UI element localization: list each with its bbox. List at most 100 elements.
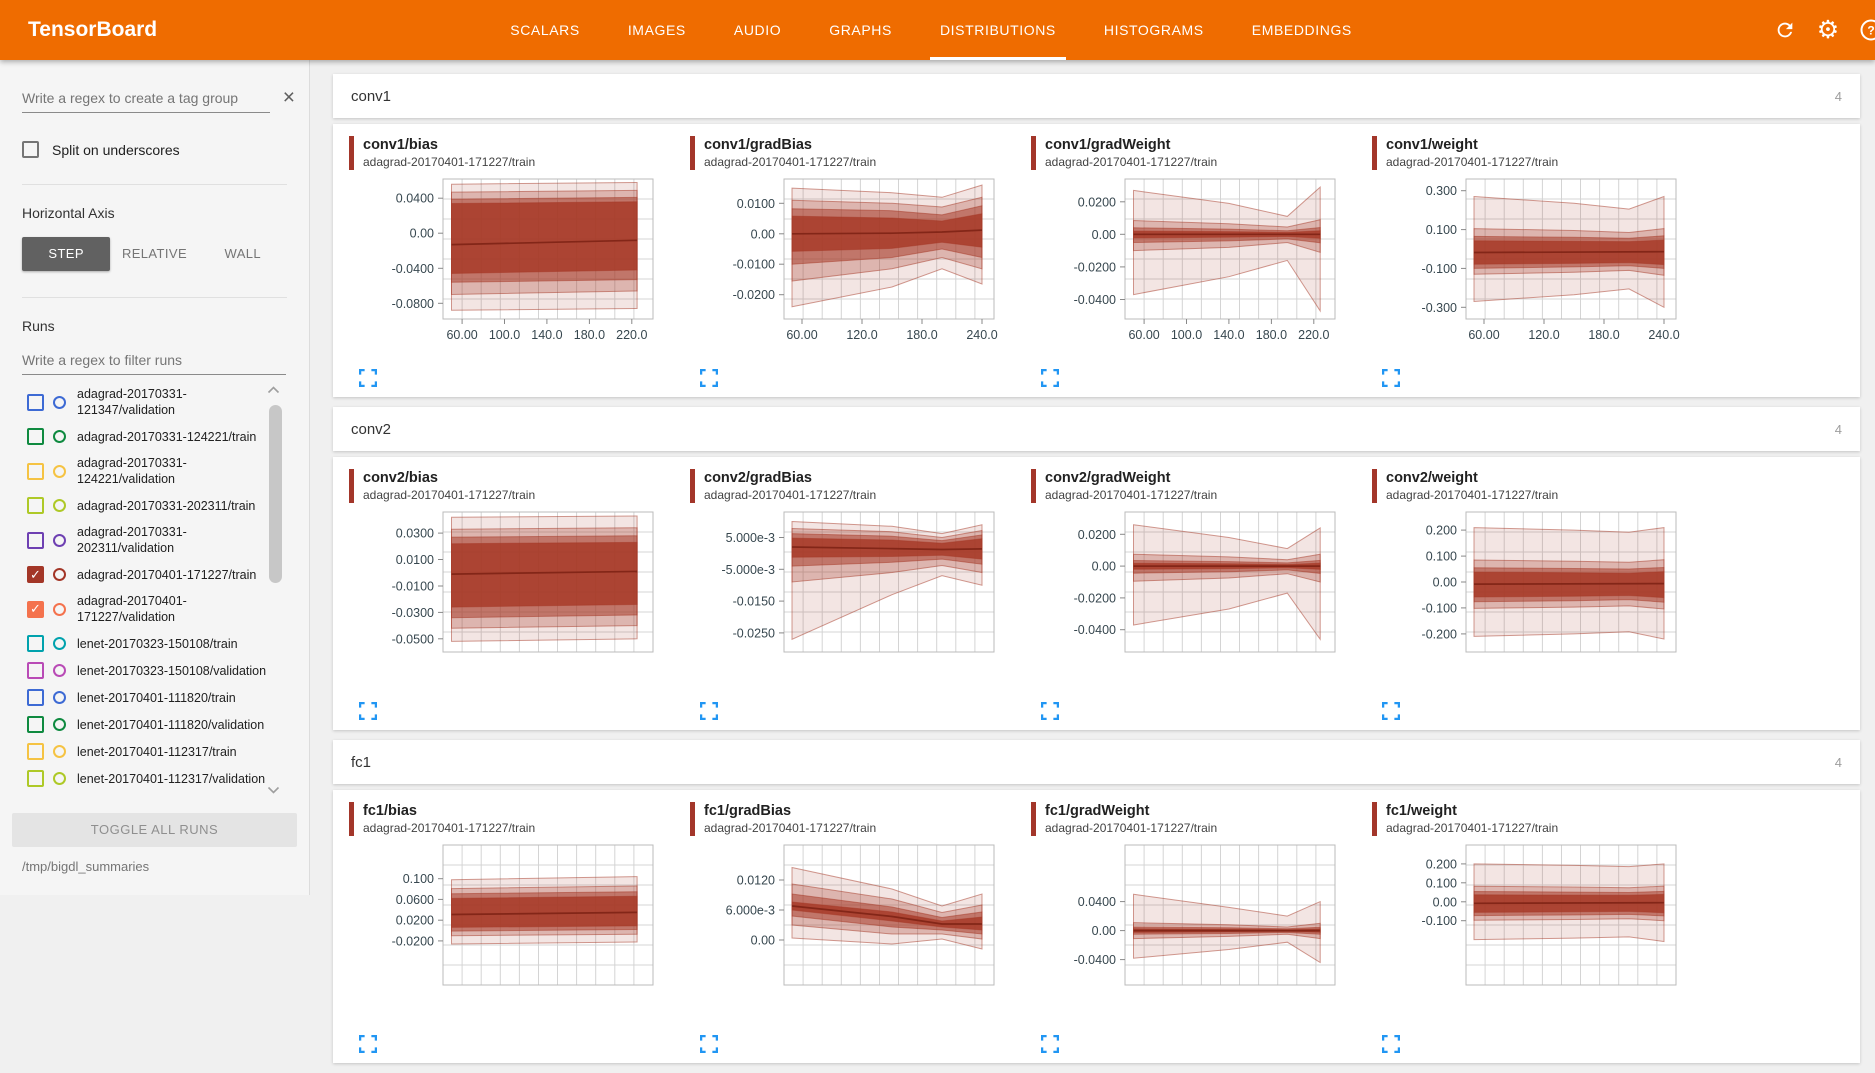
run-checkbox[interactable]	[27, 770, 44, 787]
run-checkbox[interactable]	[27, 497, 44, 514]
app-title[interactable]: TensorBoard	[28, 18, 157, 42]
run-row[interactable]: ✓adagrad-20170401-171227/validation	[22, 588, 287, 630]
run-checkbox[interactable]	[27, 689, 44, 706]
tab-scalars[interactable]: SCALARS	[510, 0, 580, 60]
tab-distributions[interactable]: DISTRIBUTIONS	[940, 0, 1056, 60]
run-checkbox[interactable]	[27, 428, 44, 445]
run-checkbox[interactable]	[27, 716, 44, 733]
axis-mode-wall[interactable]: WALL	[199, 237, 287, 271]
run-row[interactable]: lenet-20170401-111820/train	[22, 684, 287, 711]
run-checkbox[interactable]	[27, 532, 44, 549]
run-color-circle[interactable]	[53, 603, 66, 616]
expand-chart-button[interactable]	[700, 702, 718, 720]
run-row[interactable]: lenet-20170323-150108/validation	[22, 657, 287, 684]
runs-regex-input[interactable]	[22, 348, 286, 375]
run-color-circle[interactable]	[53, 534, 66, 547]
tab-audio[interactable]: AUDIO	[734, 0, 781, 60]
expand-icon[interactable]	[700, 1035, 718, 1053]
expand-icon[interactable]	[700, 702, 718, 720]
split-underscores-checkbox[interactable]	[22, 141, 39, 158]
expand-chart-button[interactable]	[1382, 369, 1400, 387]
run-checkbox[interactable]	[27, 662, 44, 679]
run-checkbox[interactable]: ✓	[27, 601, 44, 618]
tag-regex-input[interactable]	[22, 86, 270, 113]
expand-icon[interactable]	[1382, 369, 1400, 387]
expand-icon[interactable]	[1041, 369, 1059, 387]
tab-graphs[interactable]: GRAPHS	[829, 0, 892, 60]
scroll-up-icon[interactable]	[267, 381, 280, 399]
runs-scrollbar-thumb[interactable]	[269, 405, 282, 583]
expand-icon[interactable]	[359, 702, 377, 720]
axis-mode-relative[interactable]: RELATIVE	[110, 237, 198, 271]
expand-chart-button[interactable]	[359, 369, 377, 387]
expand-icon[interactable]	[1041, 702, 1059, 720]
run-color-circle[interactable]	[53, 664, 66, 677]
help-icon[interactable]: ?	[1858, 17, 1875, 43]
run-checkbox[interactable]	[27, 463, 44, 480]
expand-chart-button[interactable]	[1041, 1035, 1059, 1053]
run-row[interactable]: ✓adagrad-20170401-171227/train	[22, 561, 287, 588]
expand-chart-button[interactable]	[1382, 702, 1400, 720]
run-row[interactable]: adagrad-20170331-202311/train	[22, 492, 287, 519]
tab-embeddings[interactable]: EMBEDDINGS	[1252, 0, 1352, 60]
run-row[interactable]: adagrad-20170331-124221/validation	[22, 450, 287, 492]
run-row[interactable]: adagrad-20170331-121347/validation	[22, 381, 287, 423]
run-row[interactable]: adagrad-20170331-124221/train	[22, 423, 287, 450]
expand-icon[interactable]	[1382, 702, 1400, 720]
expand-chart-button[interactable]	[359, 1035, 377, 1053]
expand-icon[interactable]	[1041, 1035, 1059, 1053]
expand-icon[interactable]	[359, 369, 377, 387]
expand-chart-button[interactable]	[700, 1035, 718, 1053]
run-checkbox[interactable]: ✓	[27, 566, 44, 583]
run-color-circle[interactable]	[53, 499, 66, 512]
axis-mode-step[interactable]: STEP	[22, 237, 110, 271]
run-color-circle[interactable]	[53, 772, 66, 785]
run-color-circle[interactable]	[53, 745, 66, 758]
run-checkbox[interactable]	[27, 394, 44, 411]
run-checkbox[interactable]	[27, 743, 44, 760]
expand-chart-button[interactable]	[359, 702, 377, 720]
expand-chart-button[interactable]	[700, 369, 718, 387]
run-color-circle[interactable]	[53, 396, 66, 409]
run-color-circle[interactable]	[53, 465, 66, 478]
expand-icon[interactable]	[1382, 1035, 1400, 1053]
expand-chart-button[interactable]	[1041, 369, 1059, 387]
refresh-icon[interactable]	[1772, 17, 1798, 43]
expand-chart-button[interactable]	[1382, 1035, 1400, 1053]
run-color-circle[interactable]	[53, 430, 66, 443]
run-row[interactable]: lenet-20170401-112317/train	[22, 738, 287, 765]
settings-icon[interactable]: ⚙	[1815, 17, 1841, 43]
expand-chart-button[interactable]	[1041, 702, 1059, 720]
run-row[interactable]: lenet-20170401-112317/validation	[22, 765, 287, 792]
toggle-all-runs-button[interactable]: TOGGLE ALL RUNS	[12, 813, 297, 847]
run-color-circle[interactable]	[53, 568, 66, 581]
run-color-circle[interactable]	[53, 637, 66, 650]
run-row[interactable]: lenet-20170401-111820/validation	[22, 711, 287, 738]
run-checkbox[interactable]	[27, 635, 44, 652]
run-color-circle[interactable]	[53, 718, 66, 731]
run-color-circle[interactable]	[53, 691, 66, 704]
close-icon[interactable]: ×	[283, 88, 295, 108]
expand-icon[interactable]	[359, 1035, 377, 1053]
tab-histograms[interactable]: HISTOGRAMS	[1104, 0, 1204, 60]
distribution-chart[interactable]: 5.000e-3-5.000e-3-0.0150-0.0250	[690, 509, 1010, 683]
split-underscores-row[interactable]: Split on underscores	[22, 141, 287, 158]
scroll-down-icon[interactable]	[267, 781, 280, 799]
expand-icon[interactable]	[700, 369, 718, 387]
tab-images[interactable]: IMAGES	[628, 0, 686, 60]
run-row[interactable]: lenet-20170323-150108/train	[22, 630, 287, 657]
run-row[interactable]: adagrad-20170331-202311/validation	[22, 519, 287, 561]
